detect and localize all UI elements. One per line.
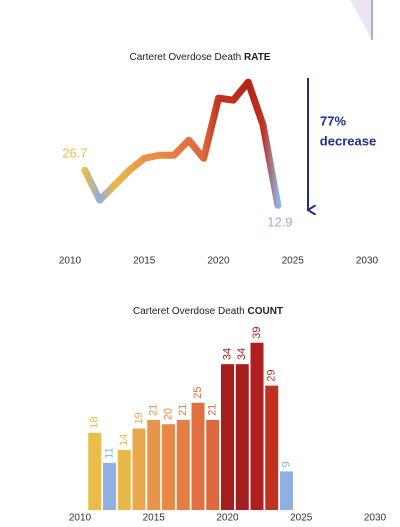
data-label: 9 bbox=[280, 461, 292, 467]
data-label: 11 bbox=[103, 447, 115, 458]
bar bbox=[250, 342, 264, 510]
data-label: 19 bbox=[133, 412, 145, 424]
data-label: 18 bbox=[89, 417, 101, 429]
data-label: 12.9 bbox=[267, 215, 292, 230]
bar bbox=[162, 424, 175, 510]
data-label: 25 bbox=[192, 387, 204, 399]
bar bbox=[117, 449, 131, 510]
data-label: 21 bbox=[207, 404, 219, 416]
chart-title: Carteret Overdose Death RATE bbox=[130, 52, 271, 63]
data-label: 29 bbox=[266, 369, 278, 381]
data-label: 14 bbox=[118, 434, 130, 446]
bar bbox=[147, 419, 161, 510]
bar bbox=[132, 428, 146, 510]
x-tick-label: 2030 bbox=[356, 256, 379, 267]
data-label: 21 bbox=[177, 404, 189, 416]
bar bbox=[103, 462, 116, 510]
x-tick-label: 2025 bbox=[290, 513, 313, 524]
x-tick-label: 2025 bbox=[282, 256, 305, 267]
annotation: decrease bbox=[320, 133, 376, 148]
annotation: 77% bbox=[320, 113, 346, 128]
bar bbox=[221, 364, 234, 510]
x-tick-label: 2015 bbox=[133, 256, 156, 267]
bar bbox=[88, 432, 102, 510]
x-tick-label: 2015 bbox=[143, 513, 166, 524]
x-tick-label: 2010 bbox=[69, 513, 92, 524]
corner-decoration bbox=[350, 0, 372, 40]
chart-title: Carteret Overdose Death COUNT bbox=[133, 306, 283, 317]
x-tick-label: 2010 bbox=[59, 256, 82, 267]
x-tick-label: 2020 bbox=[216, 513, 239, 524]
bar bbox=[206, 419, 220, 510]
data-label: 34 bbox=[221, 348, 233, 360]
x-tick-label: 2020 bbox=[207, 256, 230, 267]
bar bbox=[176, 419, 190, 510]
x-tick-label: 2030 bbox=[364, 513, 387, 524]
rate-line bbox=[81, 78, 282, 209]
data-label: 21 bbox=[148, 404, 160, 416]
bar bbox=[235, 364, 249, 510]
bar bbox=[265, 385, 279, 510]
data-label: 34 bbox=[236, 348, 248, 360]
data-label: 39 bbox=[251, 326, 263, 338]
bar bbox=[280, 471, 293, 510]
data-label: 20 bbox=[162, 408, 174, 420]
data-label: 26.7 bbox=[62, 146, 87, 161]
bar bbox=[191, 402, 205, 510]
